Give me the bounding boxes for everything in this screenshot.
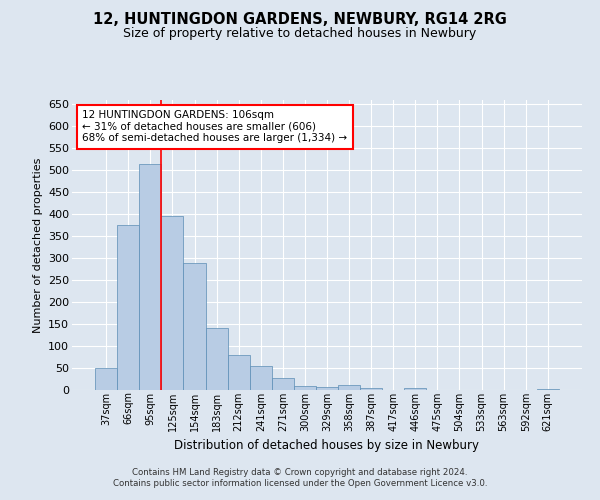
Bar: [272, 378, 294, 390]
Bar: [117, 225, 139, 390]
Bar: [404, 388, 427, 390]
Bar: [294, 386, 316, 390]
Text: Contains HM Land Registry data © Crown copyright and database right 2024.
Contai: Contains HM Land Registry data © Crown c…: [113, 468, 487, 487]
Bar: [184, 262, 206, 390]
Bar: [206, 328, 227, 390]
Bar: [316, 387, 338, 390]
Bar: [139, 164, 161, 390]
Bar: [161, 216, 184, 390]
Y-axis label: Number of detached properties: Number of detached properties: [32, 158, 43, 332]
Bar: [338, 385, 360, 390]
Bar: [537, 388, 559, 390]
Bar: [227, 355, 250, 390]
Bar: [95, 368, 117, 390]
Bar: [250, 366, 272, 390]
X-axis label: Distribution of detached houses by size in Newbury: Distribution of detached houses by size …: [175, 439, 479, 452]
Bar: [360, 388, 382, 390]
Text: 12 HUNTINGDON GARDENS: 106sqm
← 31% of detached houses are smaller (606)
68% of : 12 HUNTINGDON GARDENS: 106sqm ← 31% of d…: [82, 110, 347, 144]
Text: 12, HUNTINGDON GARDENS, NEWBURY, RG14 2RG: 12, HUNTINGDON GARDENS, NEWBURY, RG14 2R…: [93, 12, 507, 28]
Text: Size of property relative to detached houses in Newbury: Size of property relative to detached ho…: [124, 28, 476, 40]
